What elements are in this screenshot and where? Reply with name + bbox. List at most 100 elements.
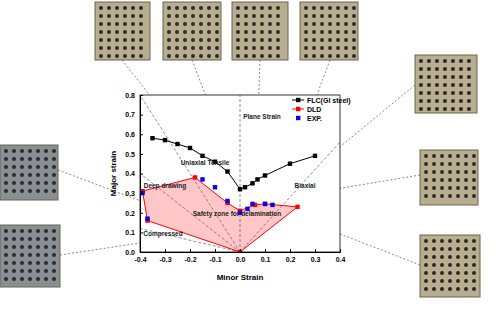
photo-hole	[52, 237, 56, 241]
photo-hole	[99, 30, 103, 34]
photo-hole	[448, 178, 452, 182]
marker	[145, 216, 149, 220]
photo-hole	[28, 165, 32, 169]
photo-hole	[123, 46, 127, 50]
photo-hole	[244, 38, 248, 42]
photo-frame	[420, 235, 480, 297]
tick-label: 0.7	[125, 111, 135, 118]
photo-hole	[451, 59, 455, 63]
photo-hole	[207, 38, 211, 42]
photo-hole	[451, 91, 455, 95]
photo-hole	[427, 83, 431, 87]
photo-hole	[448, 239, 452, 243]
photo-hole	[320, 22, 324, 26]
photo-hole	[344, 30, 348, 34]
marker	[263, 202, 267, 206]
tick-mark	[240, 249, 241, 252]
photo-hole	[44, 149, 48, 153]
photo-hole	[448, 162, 452, 166]
photo-hole	[451, 75, 455, 79]
photo-hole	[131, 54, 135, 58]
photo-hole	[175, 22, 179, 26]
photo-hole	[451, 107, 455, 111]
photo-hole	[252, 54, 256, 58]
marker	[288, 161, 292, 165]
photo	[300, 2, 358, 60]
photo-hole	[464, 263, 468, 267]
photo-hole	[44, 229, 48, 233]
annotation: Biaxial	[295, 182, 316, 189]
photo-hole	[139, 38, 143, 42]
photo-hole	[336, 30, 340, 34]
photo-hole	[4, 173, 8, 177]
tick-label: 0.2	[125, 209, 135, 216]
photo-hole	[20, 245, 24, 249]
tick: 0.6	[125, 131, 143, 138]
photo-hole	[123, 22, 127, 26]
photo-hole	[199, 46, 203, 50]
photo-hole	[199, 6, 203, 10]
photo-hole	[252, 38, 256, 42]
photo-hole	[467, 75, 471, 79]
photo-hole	[191, 46, 195, 50]
photo-hole	[20, 229, 24, 233]
leader-line	[330, 230, 420, 265]
photo-hole	[139, 22, 143, 26]
photo-hole	[464, 239, 468, 243]
marker	[270, 203, 274, 207]
photo-hole	[12, 261, 16, 265]
photo-hole	[352, 30, 356, 34]
photo-hole	[20, 157, 24, 161]
photo-hole	[4, 189, 8, 193]
photo-frame	[232, 2, 288, 60]
photo-hole	[320, 14, 324, 18]
marker	[225, 199, 229, 203]
photo-hole	[268, 6, 272, 10]
photo-hole	[99, 22, 103, 26]
photo-hole	[52, 277, 56, 281]
photo-hole	[4, 261, 8, 265]
photo-hole	[344, 38, 348, 42]
marker	[225, 169, 229, 173]
photo-hole	[139, 14, 143, 18]
photo-hole	[167, 14, 171, 18]
photo-hole	[20, 269, 24, 273]
tick-label: 0.1	[125, 229, 135, 236]
photo	[420, 235, 480, 297]
x-axis: -0.4-0.3-0.2-0.10.00.10.20.30.4	[134, 249, 345, 263]
photo-hole	[36, 261, 40, 265]
photo-hole	[207, 54, 211, 58]
photo-hole	[328, 38, 332, 42]
photo-hole	[467, 67, 471, 71]
photo-hole	[207, 22, 211, 26]
marker	[263, 173, 267, 177]
photo-hole	[12, 181, 16, 185]
tick-label: 0.0	[236, 256, 246, 263]
photo-hole	[312, 22, 316, 26]
photo-hole	[20, 237, 24, 241]
photo-hole	[123, 30, 127, 34]
photo-hole	[435, 83, 439, 87]
photo-hole	[12, 173, 16, 177]
photo-hole	[424, 255, 428, 259]
photo-hole	[36, 269, 40, 273]
tick: 0.1	[125, 229, 143, 236]
photo-hole	[191, 54, 195, 58]
photo-hole	[336, 46, 340, 50]
photo-hole	[424, 186, 428, 190]
photo-hole	[435, 67, 439, 71]
photo-hole	[183, 14, 187, 18]
photo-hole	[115, 54, 119, 58]
tick-mark	[140, 115, 143, 116]
photo-hole	[36, 165, 40, 169]
photo-hole	[320, 54, 324, 58]
photo-hole	[432, 255, 436, 259]
photo-hole	[456, 154, 460, 158]
photo-hole	[312, 38, 316, 42]
photo-hole	[252, 30, 256, 34]
photo-hole	[36, 237, 40, 241]
tick: 0.1	[261, 249, 271, 263]
photo-hole	[44, 189, 48, 193]
photo-hole	[336, 6, 340, 10]
legend-label: FLC(GI steel)	[307, 97, 351, 105]
